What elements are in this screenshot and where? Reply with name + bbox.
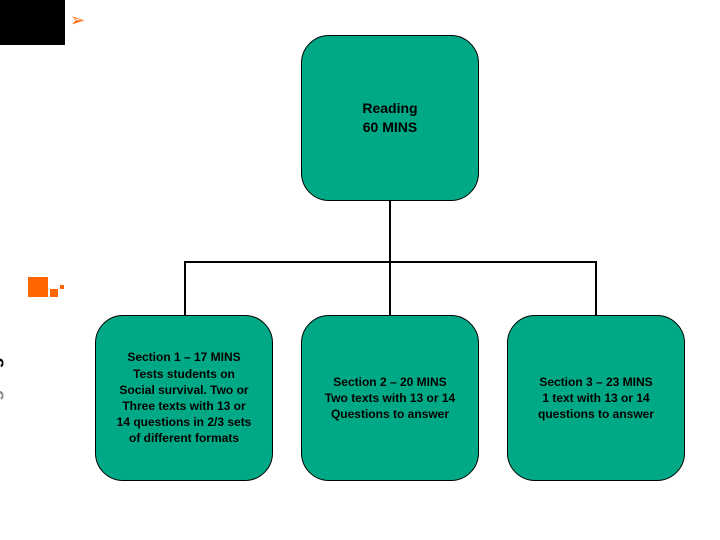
logo-text: ConnectingEnglish <box>0 329 4 485</box>
root-node-reading: Reading 60 MINS <box>301 35 479 201</box>
root-title: Reading <box>362 99 417 118</box>
child-node-section-3: Section 3 – 23 MINS 1 text with 13 or 14… <box>507 315 685 481</box>
logo-connecting: Connecting <box>0 390 3 484</box>
child-node-text: Section 2 – 20 MINS Two texts with 13 or… <box>325 374 455 423</box>
root-subtitle: 60 MINS <box>362 118 417 137</box>
child-node-text: Section 1 – 17 MINS Tests students on So… <box>117 349 252 446</box>
child-node-text: Section 3 – 23 MINS 1 text with 13 or 14… <box>538 374 654 423</box>
logo-square-icon <box>28 277 48 297</box>
connector-line <box>389 261 391 315</box>
org-chart-diagram: Reading 60 MINS Section 1 – 17 MINS Test… <box>75 35 705 515</box>
top-left-black-bar <box>0 0 65 45</box>
connecting-english-logo: ConnectingEnglish <box>8 257 63 537</box>
root-node-text: Reading 60 MINS <box>362 99 417 137</box>
child-node-section-2: Section 2 – 20 MINS Two texts with 13 or… <box>301 315 479 481</box>
logo-square-icon <box>50 289 58 297</box>
orange-triangle-bullet-icon: ➢ <box>70 10 85 31</box>
logo-square-icon <box>60 285 64 289</box>
connector-line <box>595 261 597 315</box>
logo-english: English <box>0 329 3 391</box>
connector-line <box>389 201 391 261</box>
child-node-section-1: Section 1 – 17 MINS Tests students on So… <box>95 315 273 481</box>
connector-line <box>184 261 186 315</box>
